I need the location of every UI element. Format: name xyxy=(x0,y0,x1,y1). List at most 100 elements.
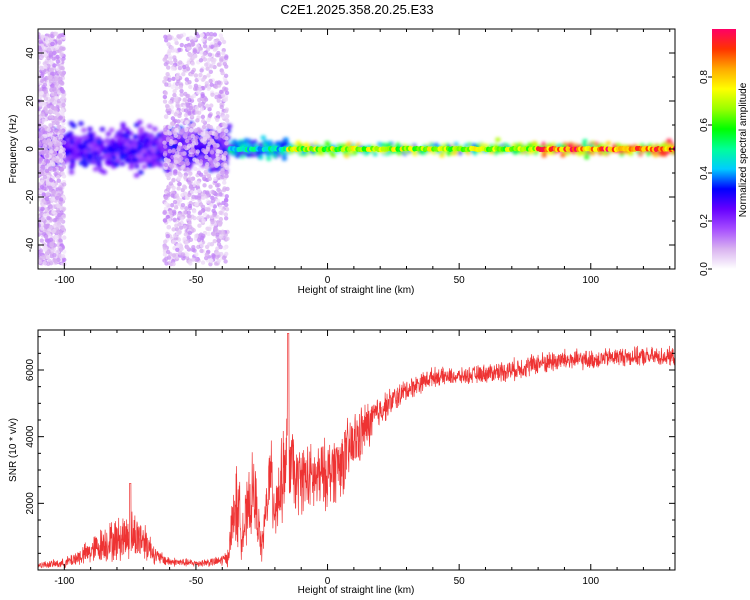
heatmap-cell xyxy=(185,66,191,71)
heatmap-cell xyxy=(95,139,102,144)
heatmap-cell xyxy=(181,256,186,261)
spectrogram-panel: -100 -50 0 50 100 -40 -20 0 20 40 Height of stra… xyxy=(8,28,676,296)
heatmap-cell xyxy=(177,35,182,40)
heatmap-cell xyxy=(39,255,44,261)
snr-xlabel: Height of straight line (km) xyxy=(298,585,415,596)
heatmap-cell xyxy=(223,198,229,203)
heatmap-cell xyxy=(190,176,196,181)
x-tick-label: 100 xyxy=(582,576,599,587)
heatmap-cell xyxy=(174,223,179,228)
heatmap-cell xyxy=(48,225,53,230)
heatmap-cell xyxy=(204,252,209,257)
heatmap-cell xyxy=(200,138,205,143)
heatmap-cell xyxy=(165,136,171,141)
heatmap-cell xyxy=(439,152,445,158)
heatmap-cell xyxy=(169,45,175,51)
heatmap-cell xyxy=(201,37,206,43)
heatmap-cell xyxy=(201,174,207,180)
heatmap-cell xyxy=(144,152,151,157)
heatmap-cell xyxy=(60,253,66,259)
heatmap-cell xyxy=(196,237,202,243)
heatmap-cell xyxy=(193,128,199,133)
heatmap-cell xyxy=(68,169,75,175)
heatmap-cell xyxy=(224,170,229,175)
x-tick-label: 50 xyxy=(454,576,466,587)
heatmap-cell xyxy=(55,59,61,64)
heatmap-cell xyxy=(191,194,196,200)
y-tick-label: 0 xyxy=(25,146,36,152)
heatmap-cell xyxy=(209,82,214,87)
heatmap-cell xyxy=(52,252,57,258)
heatmap-cell xyxy=(218,216,224,222)
heatmap-cell xyxy=(125,130,131,135)
heatmap-cell xyxy=(61,214,66,219)
heatmap-cell xyxy=(174,85,179,91)
heatmap-cell xyxy=(78,145,84,151)
heatmap-cell xyxy=(186,43,191,48)
heatmap-cell xyxy=(58,149,63,155)
heatmap-cell xyxy=(194,135,199,140)
heatmap-cell xyxy=(75,153,82,158)
heatmap-cell xyxy=(72,145,78,150)
heatmap-cell xyxy=(201,218,206,223)
heatmap-cell xyxy=(162,57,167,62)
heatmap-cell xyxy=(330,152,337,158)
heatmap-cell xyxy=(154,161,160,167)
heatmap-cell xyxy=(221,187,227,193)
heatmap-cell xyxy=(192,36,198,41)
heatmap-cell xyxy=(216,238,221,243)
heatmap-cell xyxy=(204,171,209,177)
heatmap-cell xyxy=(215,232,220,237)
heatmap-cell xyxy=(48,50,54,56)
heatmap-cell xyxy=(204,62,209,67)
heatmap-cell xyxy=(59,52,64,57)
heatmap-cell xyxy=(217,138,224,144)
heatmap-cell xyxy=(212,239,217,244)
heatmap-cell xyxy=(221,255,227,260)
heatmap-cell xyxy=(49,178,54,183)
heatmap-cell xyxy=(243,138,249,143)
heatmap-cell xyxy=(222,180,227,185)
heatmap-cell xyxy=(199,68,204,73)
heatmap-cell xyxy=(210,198,216,204)
heatmap-cell xyxy=(61,182,67,187)
heatmap-cell xyxy=(194,252,199,257)
heatmap-cell xyxy=(127,143,134,149)
heatmap-cell xyxy=(47,185,53,191)
heatmap-cell xyxy=(141,164,148,170)
heatmap-cell xyxy=(175,247,180,252)
heatmap-cell xyxy=(188,171,193,176)
heatmap-cell xyxy=(265,156,272,161)
heatmap-cell xyxy=(218,89,224,95)
heatmap-cell xyxy=(59,134,64,140)
heatmap-cell xyxy=(188,185,194,190)
heatmap-cell xyxy=(144,139,150,144)
heatmap-cell xyxy=(223,55,229,61)
heatmap-cell xyxy=(43,89,49,94)
heatmap-cell xyxy=(56,203,61,208)
heatmap-cell xyxy=(187,80,192,85)
heatmap-cell xyxy=(210,163,215,168)
heatmap-cell xyxy=(52,63,57,68)
heatmap-cell xyxy=(54,195,60,201)
heatmap-cell xyxy=(216,50,221,56)
heatmap-cell xyxy=(48,142,54,147)
heatmap-cell xyxy=(171,148,177,153)
heatmap-cell xyxy=(168,56,173,61)
heatmap-cell xyxy=(218,204,223,210)
heatmap-cell xyxy=(44,234,49,240)
heatmap-cell xyxy=(666,138,672,144)
heatmap-cell xyxy=(218,234,224,239)
x-tick-label: 0 xyxy=(325,275,331,286)
heatmap-cell xyxy=(45,191,50,197)
heatmap-cell xyxy=(218,33,224,38)
heatmap-cell xyxy=(38,118,41,123)
heatmap-cell xyxy=(62,257,67,263)
heatmap-cell xyxy=(58,153,63,158)
heatmap-cell xyxy=(265,140,271,146)
heatmap-cell xyxy=(60,171,66,176)
heatmap-cell xyxy=(180,160,185,166)
heatmap-cell xyxy=(183,232,189,237)
heatmap-cell xyxy=(197,101,203,107)
heatmap-cell xyxy=(40,206,45,212)
